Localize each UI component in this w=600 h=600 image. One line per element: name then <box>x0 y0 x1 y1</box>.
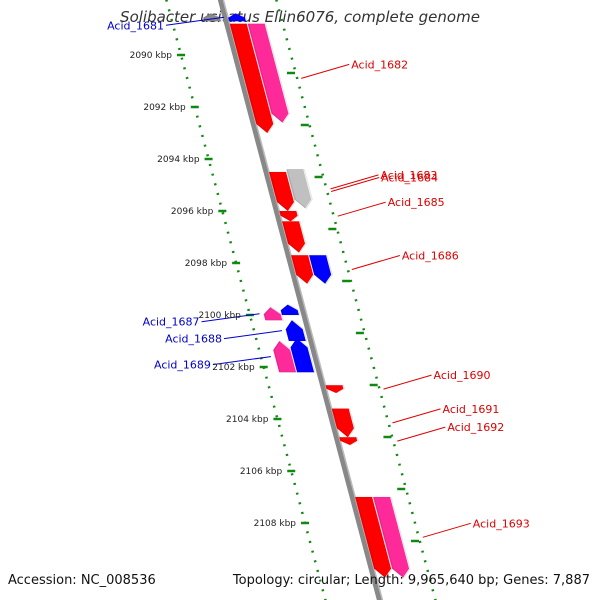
gene-arrow <box>291 255 314 284</box>
gene-arrow <box>286 169 312 209</box>
gene-arrow <box>282 221 305 253</box>
label-leader <box>201 313 260 323</box>
label-leader <box>212 356 271 366</box>
ruler-left-dots <box>165 0 327 600</box>
gene-label: Acid_1693 <box>473 517 530 530</box>
label-leader <box>223 330 283 340</box>
gene-arrow <box>309 255 332 284</box>
gene-arrow-shade <box>339 436 359 446</box>
label-leader <box>351 255 400 270</box>
gene-arrow <box>355 497 392 578</box>
gene-arrow <box>285 320 306 341</box>
tick-label: 2108 kbp <box>254 519 297 529</box>
ruler-right-dots <box>275 0 437 600</box>
gene-arrow-shade <box>279 210 300 222</box>
label-leader <box>337 201 386 217</box>
genome-title: Solibacter usitatus Ellin6076, complete … <box>120 8 480 26</box>
label-leader <box>330 174 379 190</box>
gene-arrow-shade <box>228 12 248 22</box>
gene-arrow-shade <box>291 337 316 373</box>
gene-arrow-shade <box>282 220 307 254</box>
gene-label: Acid_1688 <box>165 333 222 346</box>
tick-label: 2100 kbp <box>198 311 241 321</box>
gene-label: Acid_1685 <box>388 196 445 209</box>
gene-arrow <box>280 304 299 315</box>
accession-text: Accession: NC_008536 <box>8 573 156 588</box>
label-leader <box>392 408 441 424</box>
gene-arrow-shade <box>230 23 275 134</box>
gene-label: Acid_1684 <box>381 172 438 185</box>
gene-arrow <box>325 385 344 393</box>
gene-arrow <box>229 23 274 133</box>
gene-arrow <box>339 437 358 445</box>
gene-arrow <box>279 211 298 222</box>
genome-summary-text: Topology: circular; Length: 9,965,640 bp… <box>232 573 590 588</box>
gene-arrow <box>247 23 289 123</box>
tick-label: 2092 kbp <box>143 103 186 113</box>
label-leader <box>331 177 380 192</box>
ruler-right-track <box>275 0 437 600</box>
gene-arrow <box>331 408 354 438</box>
gene-arrow-shade <box>273 340 298 373</box>
gene-label: Acid_1682 <box>351 58 408 71</box>
label-leader <box>301 63 350 79</box>
gene-arrow-shade <box>248 23 290 124</box>
ruler-left-track <box>165 0 327 600</box>
gene-label: Acid_1689 <box>154 359 211 372</box>
gene-label: Acid_1691 <box>442 403 499 416</box>
gene-label: Acid_1692 <box>447 421 504 434</box>
tick-label: 2090 kbp <box>130 51 173 61</box>
gene-arrow-shade <box>264 306 284 321</box>
gene-arrow <box>263 307 283 321</box>
tick-label: 2104 kbp <box>226 415 269 425</box>
tick-label: 2102 kbp <box>212 363 255 373</box>
label-leader <box>383 374 432 390</box>
tick-label: 2106 kbp <box>240 467 283 477</box>
tick-label: 2096 kbp <box>171 207 214 217</box>
tick-label: 2098 kbp <box>185 259 228 269</box>
tick-label: 2094 kbp <box>157 155 200 165</box>
label-leader <box>397 426 446 442</box>
gene-arrow-shade <box>332 408 356 438</box>
gene-arrow-shade <box>309 254 333 285</box>
gene-arrow <box>228 13 246 22</box>
gene-arrow <box>269 172 294 211</box>
label-leader <box>165 16 225 26</box>
gene-arrow-shade <box>281 304 301 316</box>
gene-arrow-shade <box>291 254 315 285</box>
tick-labels: 2090 kbp 2092 kbp 2094 kbp 2096 kbp 2098 kbp… <box>130 51 297 529</box>
label-leader <box>422 522 471 538</box>
gene-arrow <box>373 497 410 578</box>
gene-label: Acid_1690 <box>434 369 491 382</box>
gene-label: Acid_1687 <box>143 316 200 329</box>
gene-arrow-shade <box>269 171 296 212</box>
gene-arrow <box>273 341 297 373</box>
gene-arrow <box>290 338 315 373</box>
gene-arrow-shade <box>373 496 411 579</box>
gene-arrow-shade <box>286 168 313 209</box>
gene-label: Acid_1683 <box>380 169 437 182</box>
backbone-line <box>217 0 383 600</box>
gene-layer <box>203 12 411 579</box>
gene-arrow-shade <box>325 384 345 394</box>
label-leaders <box>165 16 471 538</box>
gene-label: Acid_1686 <box>402 250 459 263</box>
gene-arrow-shade <box>355 496 393 579</box>
gene-label: Acid_1681 <box>107 19 164 32</box>
gene-arrow-shade <box>203 12 223 22</box>
